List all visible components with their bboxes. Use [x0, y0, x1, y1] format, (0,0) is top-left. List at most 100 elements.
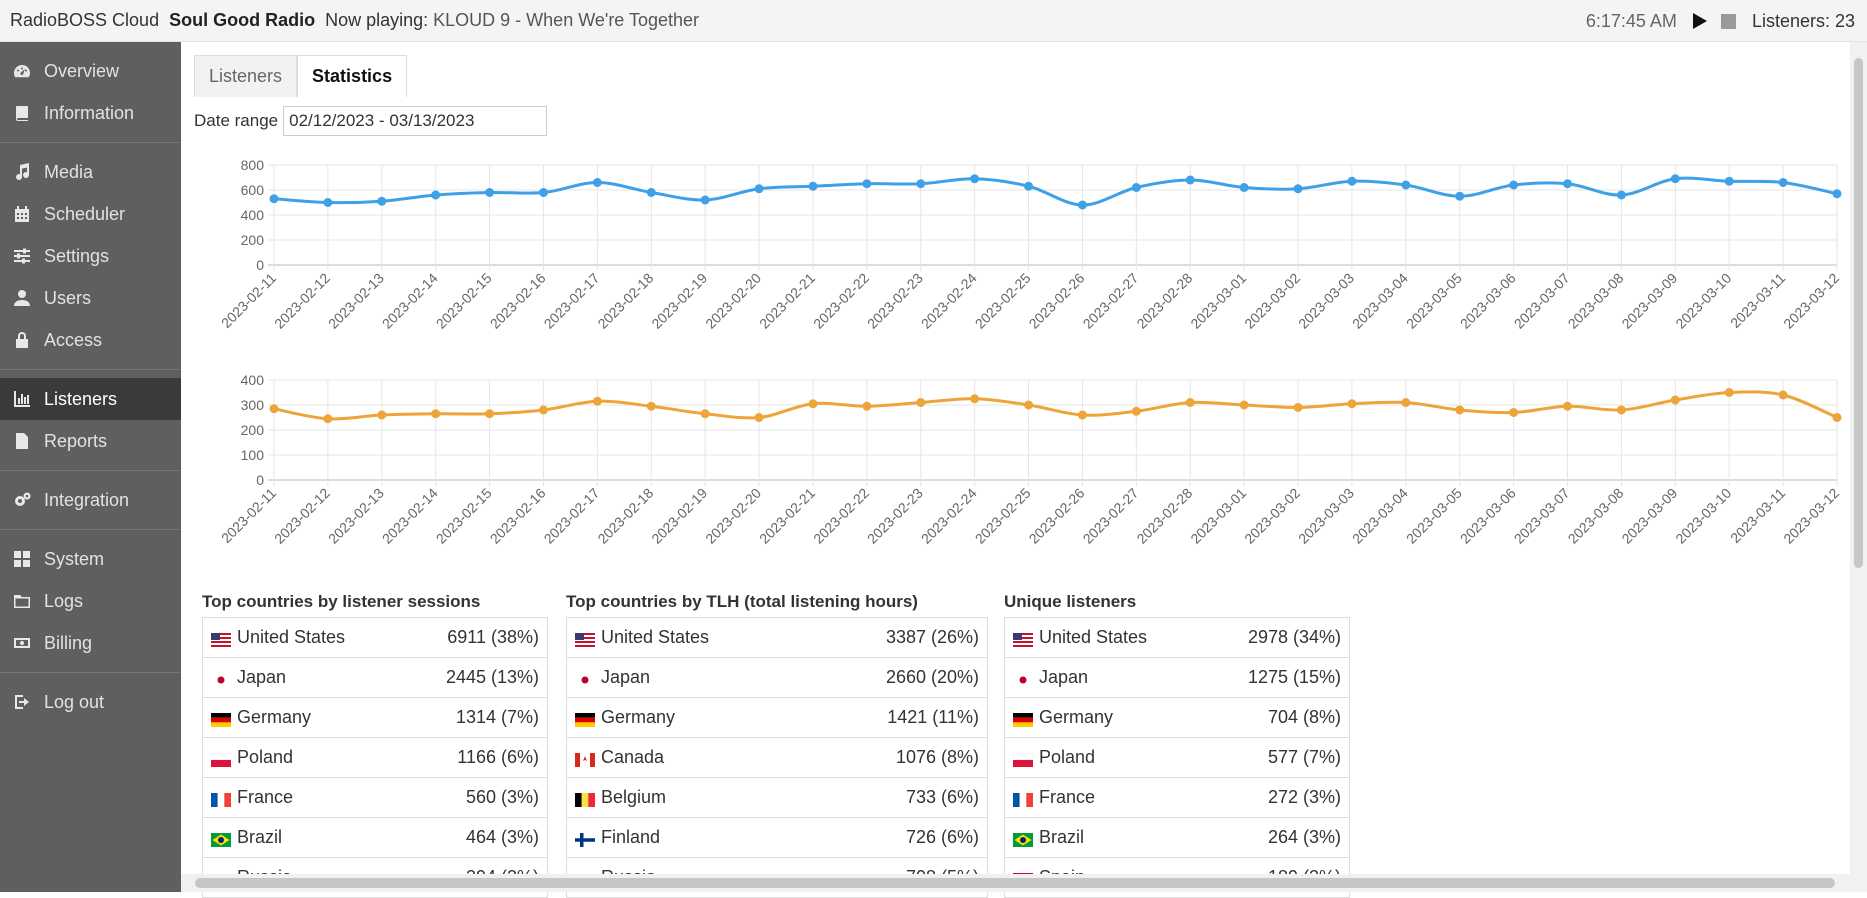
data-point: [1616, 190, 1626, 200]
x-tick-label: 2023-02-24: [918, 270, 980, 332]
y-tick-label: 300: [241, 397, 265, 413]
country-value: 1275 (15%): [1247, 667, 1341, 687]
x-tick-label: 2023-03-09: [1618, 270, 1680, 332]
sidebar-item-media[interactable]: Media: [0, 151, 181, 193]
country-value: 1314 (7%): [455, 707, 539, 727]
country-value: 560 (3%): [465, 787, 539, 807]
music-note-icon: [12, 163, 32, 181]
y-tick-label: 100: [241, 447, 265, 463]
data-point: [538, 405, 548, 415]
sidebar-item-scheduler[interactable]: Scheduler: [0, 193, 181, 235]
sidebar: Overview Information Media Scheduler Setting…: [0, 42, 181, 892]
data-point: [1024, 400, 1034, 410]
sidebar-item-overview[interactable]: Overview: [0, 50, 181, 92]
x-tick-label: 2023-02-11: [218, 485, 279, 546]
table-unique: Unique listeners United States 2978 (34%)…: [1004, 587, 1350, 898]
table-row: Finland 726 (6%): [567, 818, 987, 858]
data-point: [916, 179, 926, 189]
y-tick-label: 600: [241, 182, 265, 198]
sidebar-item-log-out[interactable]: Log out: [0, 681, 181, 723]
scroll-thumb[interactable]: [1854, 58, 1863, 568]
sessions-chart-svg: 02004006008002023-02-112023-02-122023-02…: [218, 157, 1842, 332]
country-name: United States: [1039, 627, 1148, 647]
country-name: Germany: [1039, 707, 1114, 727]
sidebar-item-label: Users: [44, 287, 92, 308]
tab-statistics[interactable]: Statistics: [297, 55, 408, 97]
sidebar-item-label: Integration: [44, 489, 130, 510]
sidebar-item-label: Overview: [44, 60, 120, 81]
dashboard-icon: [12, 62, 32, 80]
sidebar-item-label: System: [44, 548, 105, 569]
sidebar-item-integration[interactable]: Integration: [0, 479, 181, 521]
x-tick-label: 2023-02-16: [487, 270, 549, 332]
sidebar-item-logs[interactable]: Logs: [0, 580, 181, 622]
sidebar-item-label: Reports: [44, 430, 108, 451]
table-row: Germany 1421 (11%): [567, 698, 987, 738]
x-tick-label: 2023-02-23: [864, 270, 926, 332]
sidebar-item-system[interactable]: System: [0, 538, 181, 580]
table-row: Germany 704 (8%): [1005, 698, 1349, 738]
country-name: Japan: [1039, 667, 1089, 687]
scroll-thumb[interactable]: [195, 878, 1835, 888]
sidebar-item-settings[interactable]: Settings: [0, 235, 181, 277]
sidebar-item-users[interactable]: Users: [0, 277, 181, 319]
horizontal-scrollbar[interactable]: [181, 874, 1867, 892]
table-body: United States 6911 (38%) Japan 2445 (13%) Ge…: [202, 617, 548, 898]
sidebar-item-reports[interactable]: Reports: [0, 420, 181, 462]
data-point: [862, 401, 872, 411]
data-point: [377, 410, 387, 420]
sidebar-item-access[interactable]: Access: [0, 319, 181, 361]
vertical-scrollbar[interactable]: [1850, 42, 1867, 874]
file-text-icon: [12, 432, 32, 450]
nav-group: System Logs Billing: [0, 530, 181, 673]
country-value: 2978 (34%): [1247, 627, 1341, 647]
tlh-chart-svg: 01002003004002023-02-112023-02-122023-02…: [218, 372, 1842, 547]
table-body: United States 2978 (34%) Japan 1275 (15%) Ge…: [1004, 617, 1350, 898]
data-point: [646, 188, 656, 197]
x-tick-label: 2023-02-28: [1133, 270, 1195, 332]
data-point: [1347, 399, 1357, 409]
book-icon: [12, 104, 32, 122]
data-point: [485, 188, 495, 197]
play-button[interactable]: [1692, 13, 1707, 29]
table-row: Germany 1314 (7%): [203, 698, 547, 738]
nav-group: Overview Information: [0, 42, 181, 143]
tlh-chart: 0 100 200 300 400 2023-02-11 2023-02-12 2023-02…: [181, 362, 1851, 607]
sidebar-item-billing[interactable]: Billing: [0, 622, 181, 664]
data-point: [1077, 200, 1087, 210]
table-sessions: Top countries by listener sessions Unite…: [202, 587, 548, 898]
date-range-input[interactable]: [283, 106, 548, 136]
flag-br-icon: [1013, 831, 1033, 847]
date-range: Date range: [194, 106, 548, 136]
now-playing-label: Now playing:: [325, 10, 429, 30]
country-value: 704 (8%): [1267, 707, 1341, 727]
y-tick-label: 800: [241, 157, 265, 173]
data-point: [431, 409, 441, 419]
flag-ca-icon: [575, 751, 595, 767]
sidebar-item-information[interactable]: Information: [0, 92, 181, 134]
x-tick-label: 2023-02-17: [541, 270, 603, 332]
x-tick-label: 2023-02-22: [810, 485, 872, 547]
stop-button[interactable]: [1720, 13, 1736, 29]
x-tick-label: 2023-02-28: [1133, 485, 1195, 547]
x-tick-label: 2023-03-11: [1727, 485, 1788, 546]
clock-time: 6:17:45 AM: [1585, 10, 1677, 31]
table-row: Canada 1076 (8%): [567, 738, 987, 778]
x-tick-label: 2023-03-10: [1672, 485, 1734, 547]
sidebar-item-listeners[interactable]: Listeners: [0, 378, 181, 420]
x-tick-label: 2023-03-02: [1241, 485, 1303, 547]
table-row: Poland 1166 (6%): [203, 738, 547, 778]
sidebar-item-label: Media: [44, 161, 94, 182]
grid-icon: [12, 550, 32, 568]
tab-listeners[interactable]: Listeners: [194, 55, 298, 97]
data-point: [1563, 179, 1573, 189]
country-name: Brazil: [1039, 827, 1085, 847]
x-tick-label: 2023-03-03: [1295, 485, 1357, 547]
x-tick-label: 2023-03-08: [1565, 485, 1627, 547]
flag-jp-icon: [575, 671, 595, 687]
country-value: 1166 (6%): [457, 747, 539, 767]
country-value: 726 (6%): [905, 827, 979, 847]
x-tick-label: 2023-03-02: [1241, 270, 1303, 332]
x-tick-label: 2023-02-25: [972, 270, 1034, 332]
data-point: [1239, 400, 1249, 410]
